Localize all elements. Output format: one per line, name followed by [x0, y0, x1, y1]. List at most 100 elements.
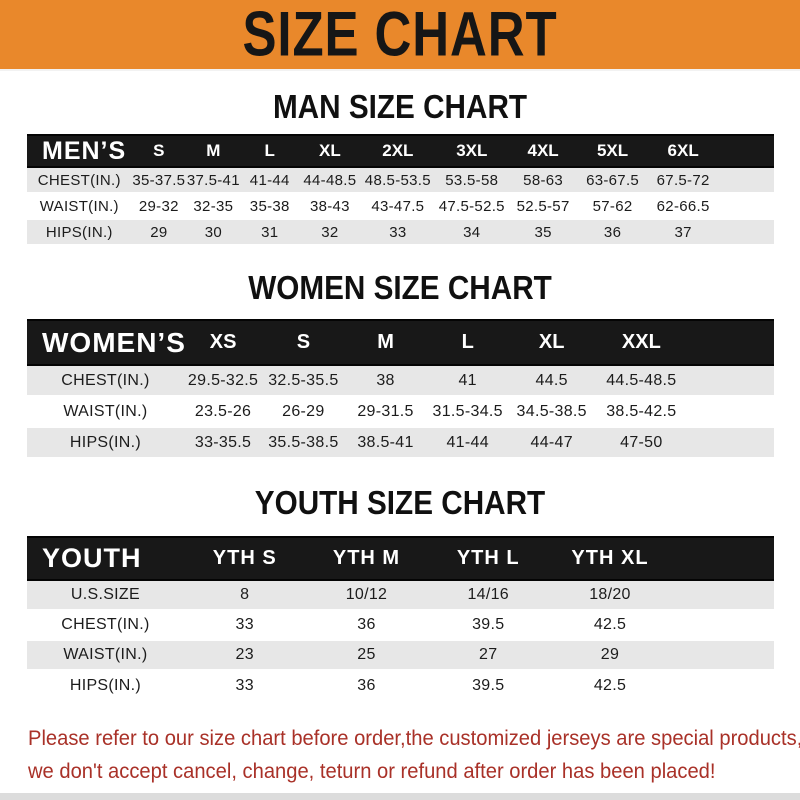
- men-category-header: MEN’S: [27, 134, 132, 168]
- banner-title: SIZE CHART: [242, 0, 558, 70]
- table-cell: 35: [508, 218, 578, 246]
- table-cell: 44.5-48.5: [594, 364, 689, 397]
- size-chart-banner: SIZE CHART: [0, 0, 800, 71]
- table-cell: 33: [183, 610, 306, 640]
- column-header: YTH M: [305, 536, 428, 581]
- table-cell: 35-38: [240, 193, 299, 219]
- row-label: WAIST(IN.): [27, 639, 184, 671]
- women-header-row: WOMEN’S XS S M L XL XXL: [27, 319, 774, 366]
- table-row: HIPS(IN.) 29 30 31 32 33 34 35 36 37: [27, 218, 774, 246]
- table-cell: 41: [426, 364, 509, 397]
- table-cell: 29: [131, 218, 187, 246]
- table-cell: 36: [305, 670, 428, 700]
- table-cell: 43-47.5: [360, 193, 435, 219]
- table-cell: 34.5-38.5: [508, 396, 595, 427]
- table-cell-spacer: [688, 426, 774, 459]
- table-cell: 42.5: [549, 610, 671, 640]
- table-cell-spacer: [670, 639, 774, 671]
- table-cell-spacer: [718, 218, 774, 246]
- row-label: HIPS(IN.): [27, 426, 184, 459]
- table-cell: 10/12: [305, 579, 428, 611]
- man-size-chart-title: MAN SIZE CHART: [272, 88, 528, 125]
- table-cell: 41-44: [426, 426, 509, 459]
- table-row: WAIST(IN.) 23 25 27 29: [27, 639, 774, 671]
- table-cell: 29: [549, 639, 671, 671]
- column-header: YTH XL: [549, 536, 671, 581]
- table-cell: 38.5-42.5: [594, 396, 689, 427]
- column-header: M: [186, 134, 241, 168]
- column-header: S: [131, 134, 187, 168]
- table-cell: 33-35.5: [183, 426, 263, 459]
- table-cell: 36: [305, 610, 428, 640]
- table-cell: 39.5: [427, 670, 550, 700]
- table-cell: 37: [647, 218, 719, 246]
- table-cell-spacer: [718, 166, 774, 194]
- table-cell: 67.5-72: [647, 166, 719, 194]
- table-cell: 29.5-32.5: [183, 364, 263, 397]
- table-cell: 38: [344, 364, 427, 397]
- column-header: 5XL: [577, 134, 648, 168]
- footer-strip: [0, 793, 800, 800]
- table-cell-spacer: [670, 610, 774, 640]
- table-cell: 32.5-35.5: [262, 364, 345, 397]
- table-cell-spacer: [718, 193, 774, 219]
- row-label: WAIST(IN.): [27, 396, 184, 427]
- table-cell: 57-62: [577, 193, 648, 219]
- column-header: 4XL: [508, 134, 578, 168]
- disclaimer-line-2: we don't accept cancel, change, teturn o…: [28, 760, 716, 783]
- column-header: XS: [183, 319, 263, 366]
- row-label: HIPS(IN.): [27, 670, 184, 700]
- table-cell: 58-63: [508, 166, 578, 194]
- table-cell: 62-66.5: [647, 193, 719, 219]
- table-cell-spacer: [670, 670, 774, 700]
- table-cell: 31.5-34.5: [426, 396, 509, 427]
- row-label: WAIST(IN.): [27, 193, 132, 219]
- women-size-chart-title: WOMEN SIZE CHART: [248, 269, 552, 306]
- column-header: YTH S: [183, 536, 306, 581]
- table-cell: 32-35: [186, 193, 241, 219]
- column-header: XL: [298, 134, 361, 168]
- row-label: CHEST(IN.): [27, 610, 184, 640]
- table-cell: 31: [240, 218, 299, 246]
- table-cell: 14/16: [427, 579, 550, 611]
- women-category-header: WOMEN’S: [27, 319, 185, 366]
- table-cell: 29-31.5: [344, 396, 427, 427]
- table-cell: 53.5-58: [434, 166, 509, 194]
- table-row: CHEST(IN.) 35-37.5 37.5-41 41-44 44-48.5…: [27, 166, 774, 194]
- table-row: CHEST(IN.) 29.5-32.5 32.5-35.5 38 41 44.…: [27, 364, 774, 397]
- table-cell: 34: [434, 218, 509, 246]
- men-header-row: MEN’S S M L XL 2XL 3XL 4XL 5XL 6XL: [27, 134, 774, 168]
- row-label: HIPS(IN.): [27, 218, 132, 246]
- column-header: M: [344, 319, 427, 366]
- column-header: 3XL: [434, 134, 509, 168]
- row-label: CHEST(IN.): [27, 166, 132, 194]
- column-header: 2XL: [360, 134, 435, 168]
- table-cell: 29-32: [131, 193, 187, 219]
- table-cell: 33: [360, 218, 435, 246]
- table-cell: 44.5: [508, 364, 595, 397]
- table-cell: 47.5-52.5: [434, 193, 509, 219]
- order-disclaimer-note: Please refer to our size chart before or…: [28, 722, 800, 788]
- column-header: 6XL: [647, 134, 719, 168]
- youth-size-chart-title: YOUTH SIZE CHART: [254, 484, 546, 521]
- youth-category-header: YOUTH: [27, 536, 184, 581]
- table-row: HIPS(IN.) 33 36 39.5 42.5: [27, 670, 774, 700]
- table-cell: 42.5: [549, 670, 671, 700]
- youth-size-table: YOUTH YTH S YTH M YTH L YTH XL U.S.SIZE …: [27, 536, 774, 700]
- table-cell-spacer: [670, 579, 774, 611]
- table-cell: 63-67.5: [577, 166, 648, 194]
- table-cell: 33: [183, 670, 306, 700]
- table-cell: 36: [577, 218, 648, 246]
- column-header: XXL: [594, 319, 689, 366]
- table-cell: 23.5-26: [183, 396, 263, 427]
- column-header: YTH L: [427, 536, 550, 581]
- table-row: WAIST(IN.) 23.5-26 26-29 29-31.5 31.5-34…: [27, 396, 774, 427]
- table-row: U.S.SIZE 8 10/12 14/16 18/20: [27, 579, 774, 611]
- table-row: WAIST(IN.) 29-32 32-35 35-38 38-43 43-47…: [27, 193, 774, 219]
- table-cell: 27: [427, 639, 550, 671]
- table-cell-spacer: [688, 364, 774, 397]
- table-cell-spacer: [688, 396, 774, 427]
- table-cell: 44-48.5: [298, 166, 361, 194]
- table-cell: 25: [305, 639, 428, 671]
- column-header-spacer: [718, 134, 774, 168]
